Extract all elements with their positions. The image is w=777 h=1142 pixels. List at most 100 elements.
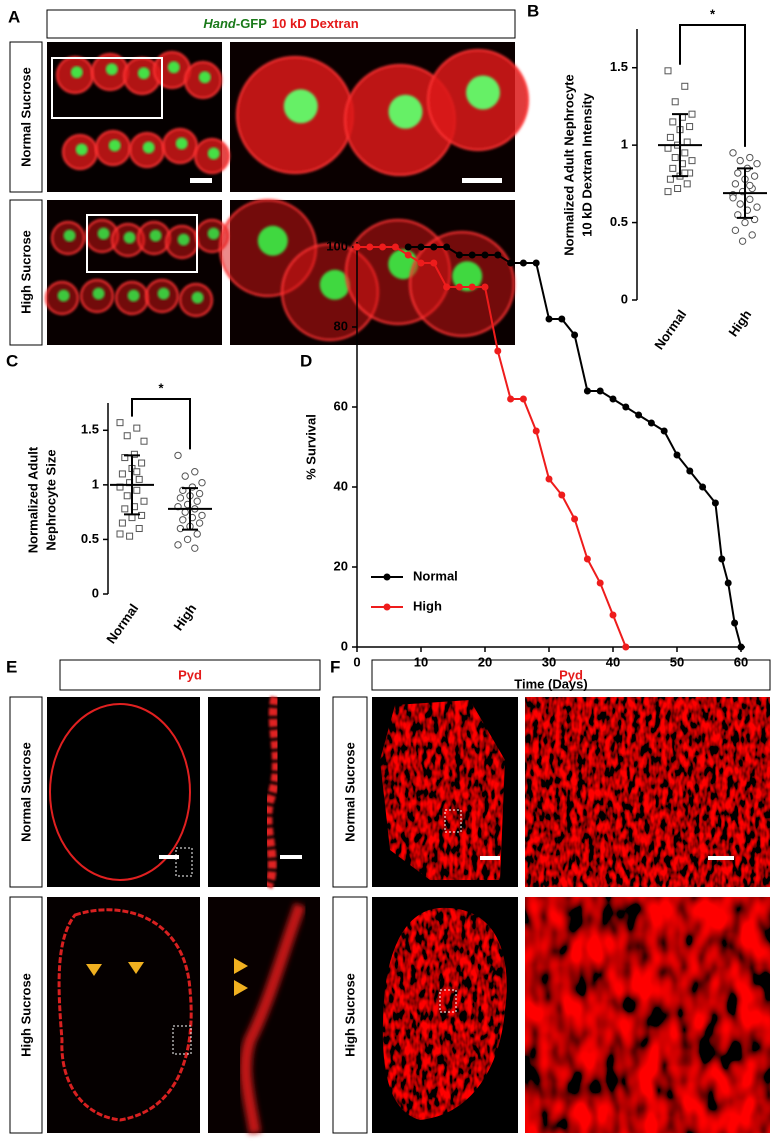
nucleus	[70, 66, 83, 79]
y-tick-label: 0	[341, 638, 348, 653]
data-point	[736, 200, 744, 208]
error-bar	[737, 167, 753, 219]
error-bar	[182, 487, 198, 531]
data-point	[494, 251, 502, 259]
data-point	[507, 395, 515, 403]
data-point	[353, 243, 361, 251]
legend-label: Normal	[413, 568, 458, 583]
data-point	[753, 160, 761, 168]
nucleus	[137, 67, 150, 80]
data-point	[443, 243, 451, 251]
data-point	[195, 489, 204, 498]
data-point	[683, 180, 691, 188]
nucleus	[207, 227, 220, 240]
micrographs	[45, 42, 529, 345]
data-point	[174, 451, 182, 460]
row-label-box	[332, 696, 368, 888]
row-label: Normal Sucrose	[342, 742, 357, 842]
membrane	[263, 696, 281, 889]
row-label-box	[9, 199, 43, 346]
y-tick-label: 80	[334, 318, 348, 333]
y-tick-label: 0	[92, 585, 99, 600]
data-point	[519, 259, 527, 267]
legend-marker	[383, 603, 391, 611]
x-tick-label: 40	[606, 654, 620, 669]
data-point	[718, 555, 726, 563]
x-tick-label: 0	[353, 654, 360, 669]
data-point	[571, 515, 579, 523]
data-point	[116, 530, 124, 538]
panel-label: A	[8, 7, 20, 26]
nucleus	[388, 94, 423, 129]
image	[525, 697, 770, 887]
data-point	[191, 544, 199, 552]
nucleus	[466, 75, 500, 110]
arrowhead	[86, 964, 102, 976]
data-point	[198, 511, 206, 520]
data-point	[121, 505, 129, 513]
data-point	[133, 424, 141, 432]
panel-label: E	[6, 657, 17, 676]
y-tick-label: 60	[334, 398, 348, 413]
data-point	[140, 497, 148, 505]
tissue	[380, 700, 505, 880]
y-tick-label: 0.5	[81, 531, 99, 546]
inset-box	[439, 989, 457, 1013]
x-axis-label: Time (Days)	[514, 676, 587, 691]
data-point	[118, 519, 126, 527]
row-label-box	[9, 896, 43, 1134]
data-point	[671, 98, 679, 106]
tissue-outline	[57, 908, 193, 1122]
data-point	[193, 497, 201, 505]
significance-label: *	[710, 6, 716, 21]
data-point	[481, 283, 489, 291]
row-label-box	[9, 696, 43, 888]
x-tick-label: High	[170, 601, 199, 633]
data-point	[741, 218, 749, 227]
nucleus	[97, 227, 110, 240]
inset-box	[86, 214, 198, 273]
y-tick-label: 1	[621, 137, 628, 152]
row-label: High Sucrose	[342, 973, 357, 1057]
scale-bar	[480, 856, 500, 860]
data-point	[135, 525, 143, 533]
inset-box	[172, 1025, 192, 1055]
data-point	[391, 243, 399, 251]
scale-bar	[708, 856, 734, 860]
y-axis-label: Normalized Adult	[25, 446, 40, 553]
data-point	[635, 411, 643, 419]
data-point	[731, 226, 740, 235]
arrowhead	[128, 962, 144, 974]
data-point	[545, 475, 553, 483]
row-label-box	[9, 41, 43, 193]
nucleus	[198, 71, 211, 84]
data-point	[198, 478, 206, 487]
significance-label: *	[158, 380, 164, 395]
data-point	[118, 470, 126, 478]
panel-label: C	[6, 351, 18, 370]
data-point	[558, 315, 566, 323]
y-axis-label: Normalized Adult Nephrocyte	[561, 74, 576, 256]
x-tick-label: 20	[478, 654, 492, 669]
nucleus	[75, 143, 88, 156]
error-bar	[124, 454, 140, 516]
data-point	[736, 156, 744, 165]
data-point	[660, 427, 668, 435]
data-point	[176, 494, 185, 502]
nucleus	[105, 63, 118, 76]
data-point	[133, 468, 141, 476]
data-point	[455, 283, 463, 291]
data-point	[181, 508, 189, 516]
nucleus	[157, 287, 170, 300]
data-point	[468, 251, 476, 259]
data-point	[609, 395, 617, 403]
data-point	[558, 491, 566, 499]
data-point	[494, 347, 502, 355]
data-point	[622, 643, 630, 651]
panel-label: B	[527, 1, 539, 20]
data-point	[181, 472, 189, 480]
data-point	[174, 541, 182, 549]
data-point	[748, 231, 756, 239]
nucleus	[175, 137, 188, 150]
nucleus	[149, 229, 162, 242]
